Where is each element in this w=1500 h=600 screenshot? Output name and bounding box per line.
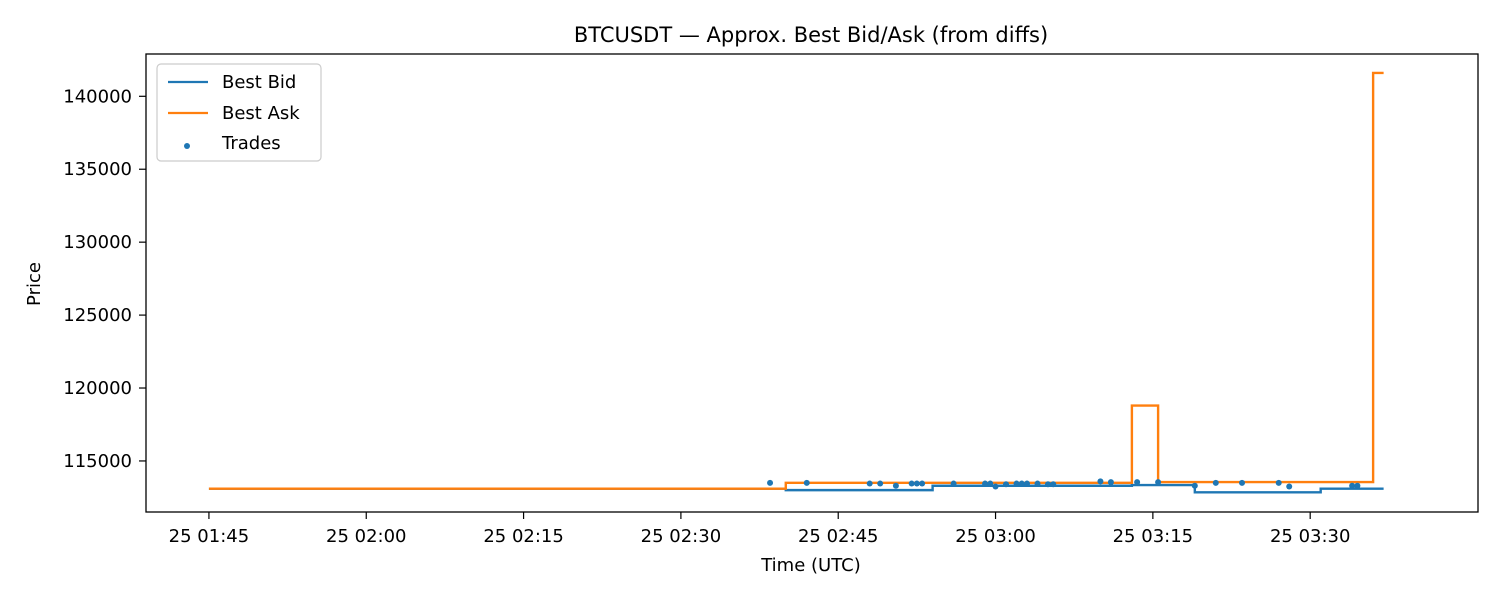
trade-point-26	[1275, 479, 1282, 486]
x-tick-label: 25 03:00	[955, 526, 1036, 547]
trade-point-14	[1018, 480, 1025, 487]
trade-point-3	[877, 480, 884, 487]
x-tick-label: 25 02:00	[326, 526, 407, 547]
trade-point-13	[1013, 480, 1020, 487]
y-axis: 115000 120000 125000 130000 135000 140000	[63, 86, 146, 472]
trade-point-9	[982, 480, 989, 487]
legend-label-best-ask: Best Ask	[222, 103, 300, 124]
trade-point-16	[1034, 480, 1041, 487]
series-layer	[208, 71, 1384, 494]
trade-point-1	[803, 479, 810, 486]
series-line-best-bid	[208, 483, 1384, 494]
trade-point-20	[1107, 479, 1114, 486]
y-tick-label: 125000	[63, 305, 132, 326]
trade-point-11	[992, 483, 999, 490]
x-axis-label: Time (UTC)	[760, 555, 861, 576]
trade-point-25	[1239, 479, 1246, 486]
y-tick-label: 130000	[63, 232, 132, 253]
x-axis: 25 01:45 25 02:00 25 02:15 25 02:30 25 02:45…	[169, 512, 1351, 547]
trade-point-17	[1044, 481, 1051, 488]
trade-point-2	[866, 480, 873, 487]
trade-point-27	[1286, 483, 1293, 490]
y-tick-label: 120000	[63, 378, 132, 399]
trade-point-5	[908, 480, 915, 487]
trade-point-10	[987, 480, 994, 487]
y-tick-label: 140000	[63, 86, 132, 107]
trade-point-7	[919, 480, 926, 487]
x-tick-label: 25 02:30	[641, 526, 722, 547]
trade-point-12	[1003, 481, 1010, 488]
trade-point-28	[1349, 482, 1356, 489]
x-tick-label: 25 01:45	[169, 526, 250, 547]
trade-point-6	[913, 480, 920, 487]
trade-point-18	[1050, 481, 1057, 488]
chart-title: BTCUSDT — Approx. Best Bid/Ask (from dif…	[574, 23, 1048, 47]
trade-point-29	[1354, 482, 1361, 489]
trade-point-23	[1191, 482, 1198, 489]
trade-point-19	[1097, 478, 1104, 485]
series-line-best-ask	[208, 71, 1384, 490]
legend-swatch-trades	[184, 143, 190, 149]
legend-label-best-bid: Best Bid	[222, 72, 296, 93]
trade-point-21	[1134, 479, 1141, 486]
legend-box	[156, 63, 322, 162]
y-tick-label: 115000	[63, 451, 132, 472]
x-tick-label: 25 02:15	[483, 526, 564, 547]
trade-point-8	[950, 480, 957, 487]
x-tick-label: 25 03:30	[1270, 526, 1351, 547]
trade-point-4	[892, 482, 899, 489]
y-tick-label: 135000	[63, 159, 132, 180]
y-axis-label: Price	[24, 262, 45, 306]
trade-point-15	[1024, 480, 1031, 487]
legend: Best Bid Best Ask Trades	[156, 63, 322, 162]
trade-point-0	[767, 479, 774, 486]
trade-point-22	[1155, 479, 1162, 486]
x-tick-label: 25 02:45	[798, 526, 879, 547]
trade-point-24	[1212, 479, 1219, 486]
legend-label-trades: Trades	[221, 133, 281, 154]
x-tick-label: 25 03:15	[1113, 526, 1194, 547]
plot-area-frame	[145, 53, 1479, 513]
